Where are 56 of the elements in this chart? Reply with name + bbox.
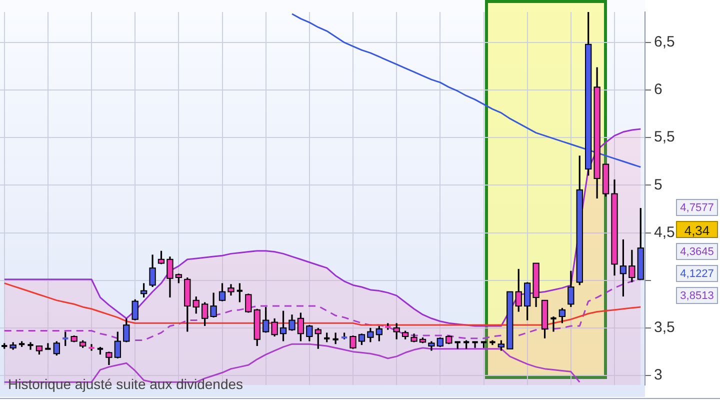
candlestick [236, 282, 243, 304]
y-tick-label: 5 [654, 176, 662, 194]
candlestick [62, 330, 68, 347]
candlestick [306, 324, 313, 342]
y-tick-label: 6,5 [654, 34, 675, 51]
text: 3,8513 [676, 287, 718, 304]
candlestick [271, 318, 278, 338]
candlestick [53, 340, 60, 356]
candlestick [158, 250, 165, 265]
candlestick [376, 325, 382, 342]
candlestick [428, 340, 435, 352]
y-tick-label: 4,5 [654, 224, 675, 241]
candlestick [192, 296, 200, 314]
candlestick [218, 282, 226, 302]
candlestick [620, 238, 627, 298]
candlestick [568, 270, 574, 308]
y-tick-label: 6 [654, 81, 662, 98]
candlestick [524, 281, 531, 322]
candlestick [202, 301, 208, 327]
candlestick [332, 332, 338, 345]
candlestick [314, 327, 322, 350]
candlestick [297, 312, 304, 342]
candlestick [498, 339, 505, 352]
candlestick [149, 254, 156, 288]
candlestick [175, 272, 182, 284]
candlestick [350, 334, 356, 350]
candlestick [436, 336, 444, 348]
candlestick [123, 318, 130, 343]
candlestick [210, 292, 217, 318]
candlestick [472, 341, 478, 349]
candlestick [358, 332, 366, 346]
candlestick [550, 316, 556, 333]
candlestick [166, 256, 174, 298]
y-tick-label: 3,5 [654, 319, 675, 336]
y-tick-label: 3 [654, 366, 662, 384]
y-tick-label: 5,5 [654, 128, 675, 146]
candlestick [28, 341, 34, 351]
text: 4,7577 [676, 199, 718, 216]
candlestick [367, 327, 374, 343]
candlestick [245, 292, 252, 314]
candlestick [393, 322, 400, 340]
candlestick [114, 330, 121, 360]
text: 4,1227 [676, 265, 718, 282]
candlestick [262, 306, 270, 334]
candlestick [106, 350, 112, 366]
candlestick [628, 249, 636, 284]
candlestick [558, 307, 566, 324]
candlestick [228, 283, 234, 296]
candlestick [324, 332, 330, 343]
candlestick [140, 282, 148, 298]
text: 4,34 [676, 221, 718, 238]
text: 4,3645 [676, 243, 718, 260]
candlestick [132, 298, 138, 322]
candlestick [288, 314, 296, 332]
candlestick [515, 268, 522, 313]
candlestick [280, 310, 287, 342]
